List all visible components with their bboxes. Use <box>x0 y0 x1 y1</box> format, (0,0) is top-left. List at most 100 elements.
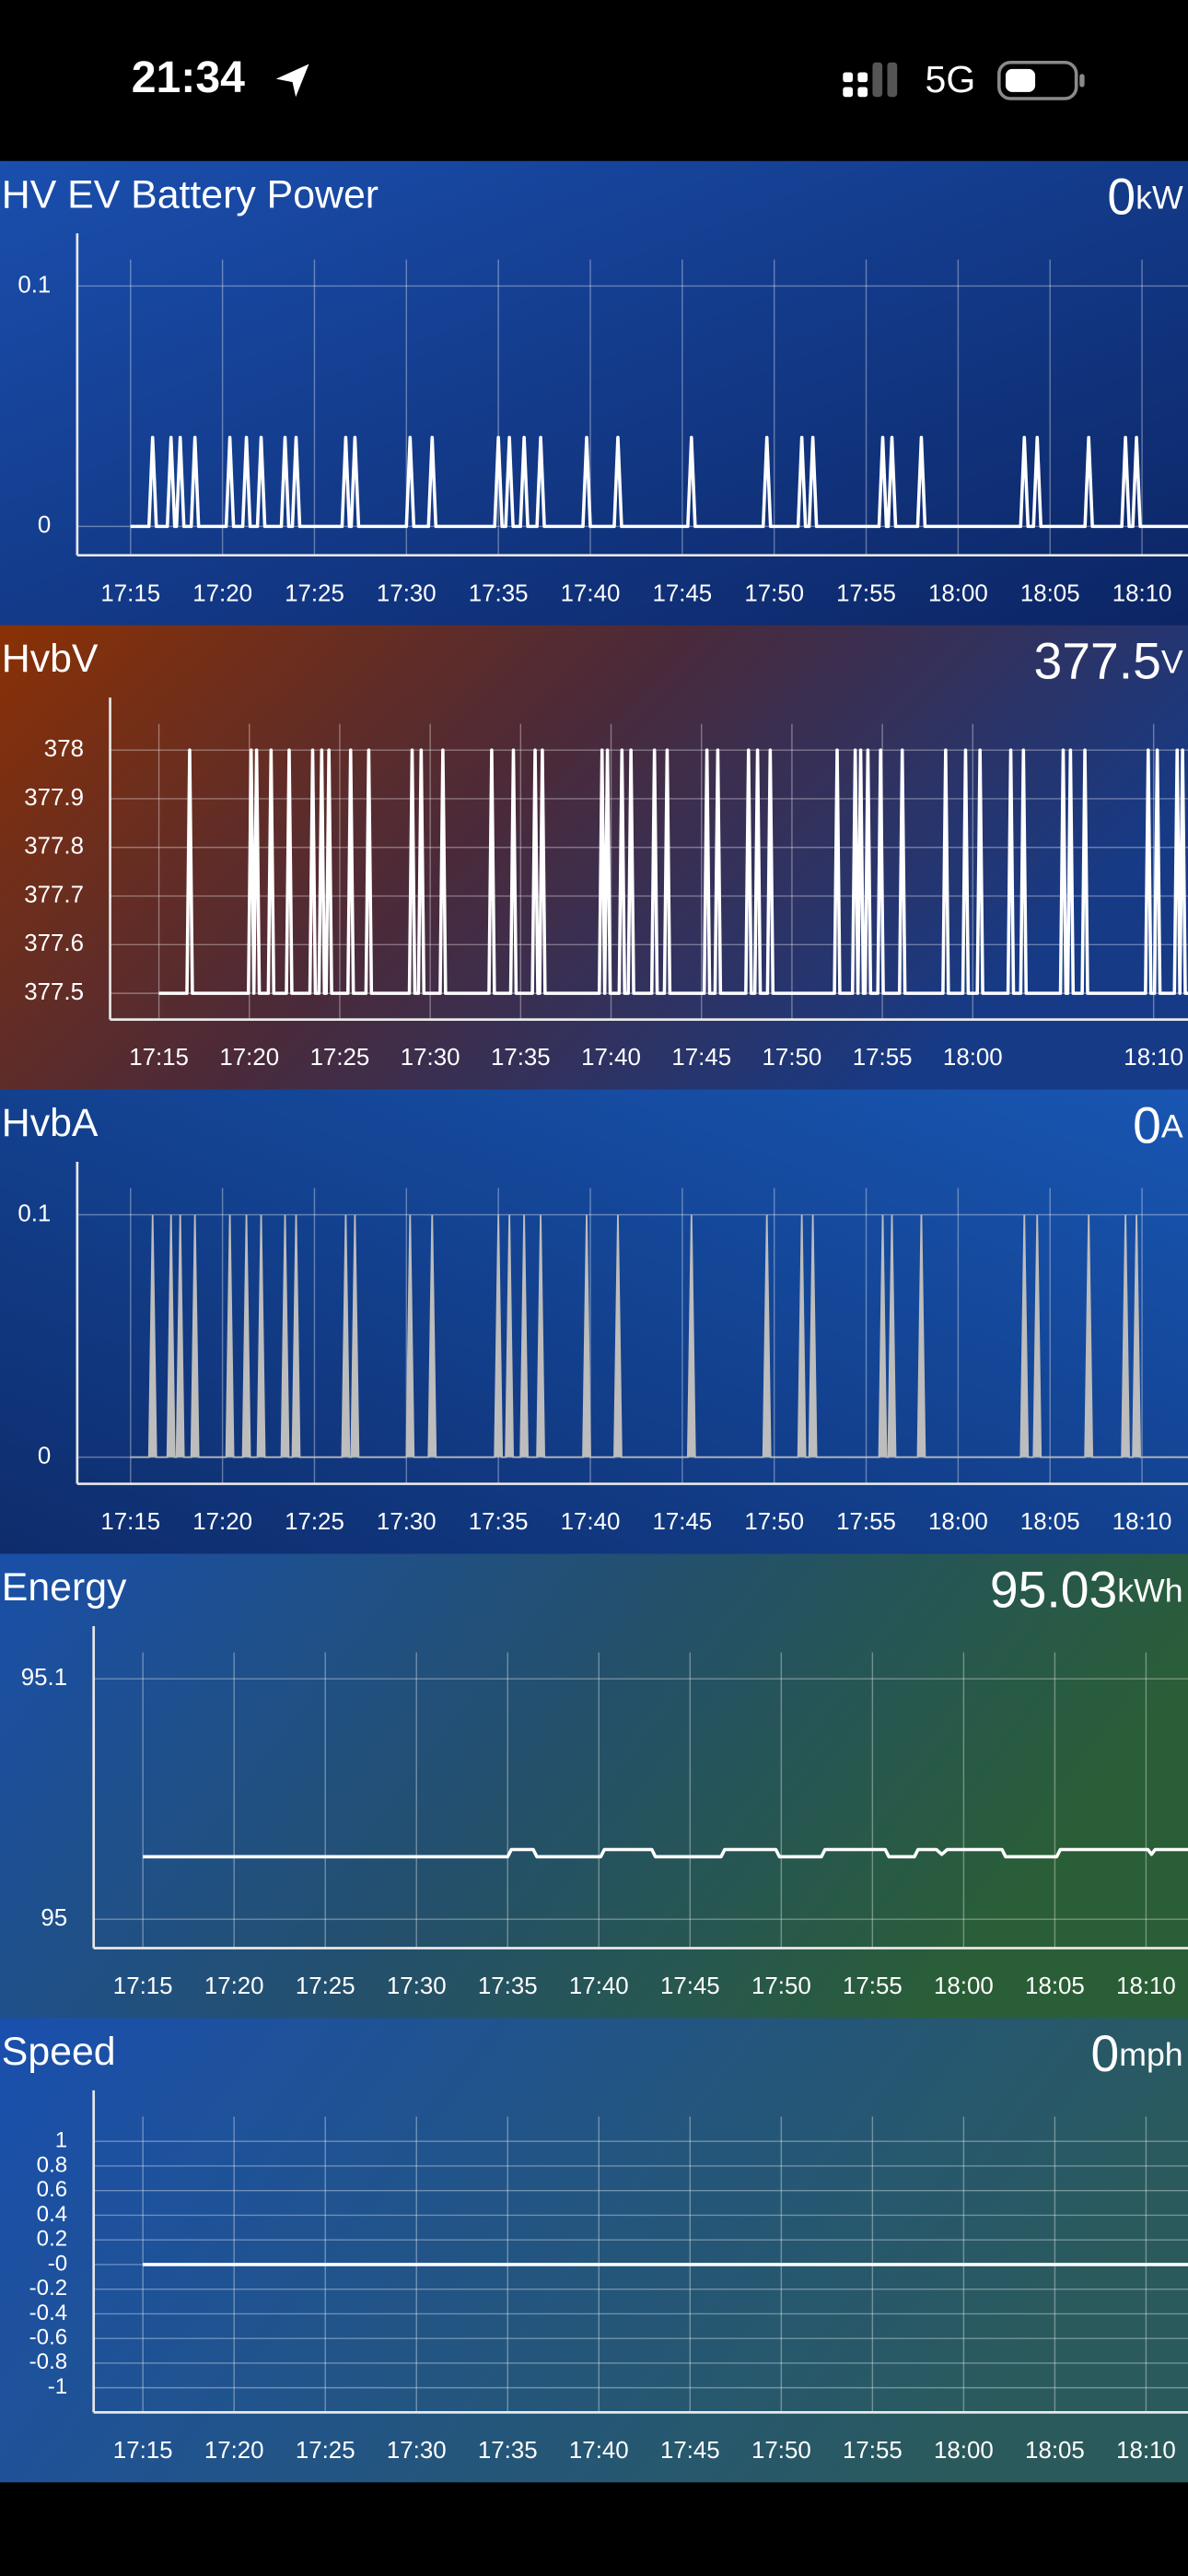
chart-panel: HvbV 377.5V377.5377.6377.7377.8377.937817… <box>0 625 1188 1091</box>
y-tick-label: -0.8 <box>29 2349 67 2374</box>
location-icon <box>275 64 309 98</box>
panel-background <box>0 2018 1188 2484</box>
clock: 21:34 <box>132 53 245 102</box>
current-unit: V <box>1161 644 1183 681</box>
x-tick-label: 17:35 <box>491 1045 551 1071</box>
x-tick-label: 17:40 <box>569 1973 629 1999</box>
x-tick-label: 17:55 <box>843 2438 903 2464</box>
data-line <box>130 436 1188 529</box>
x-tick-label: 17:35 <box>478 1973 538 1999</box>
x-tick-label: 17:30 <box>377 580 437 606</box>
y-tick-label: 95 <box>41 1905 67 1931</box>
chart-title: HvbA <box>2 1101 99 1145</box>
x-tick-label: 17:30 <box>387 1973 447 1999</box>
x-tick-label: 17:55 <box>853 1045 913 1071</box>
current-reading: 377.5V <box>1033 632 1182 689</box>
signal-icon <box>843 62 898 98</box>
x-tick-label: 17:25 <box>296 2438 355 2464</box>
x-tick-label: 17:50 <box>744 1509 804 1535</box>
panel-background <box>0 1089 1188 1555</box>
chart-title: HvbV <box>2 637 99 681</box>
x-tick-label: 17:35 <box>478 2438 538 2464</box>
x-tick-label: 17:15 <box>100 580 160 606</box>
x-tick-label: 17:45 <box>660 1973 720 1999</box>
y-tick-label: 1 <box>55 2128 67 2153</box>
x-tick-label: 17:40 <box>569 2438 629 2464</box>
y-tick-label: 95.1 <box>21 1665 67 1691</box>
x-tick-label: 17:20 <box>204 2438 264 2464</box>
x-tick-label: 17:30 <box>377 1509 437 1535</box>
chart-panel: Energy 95.03kWh 95 95.1 17:15 17:20 17:25 17:30… <box>0 1553 1188 2020</box>
y-tick-label: -0.2 <box>29 2276 67 2301</box>
x-tick-label: 17:25 <box>310 1045 370 1071</box>
x-tick-label: 17:15 <box>129 1045 189 1071</box>
y-tick-label: -0.6 <box>29 2325 67 2350</box>
x-tick-label: 17:15 <box>100 1509 160 1535</box>
current-unit: A <box>1161 1108 1183 1145</box>
y-tick-label: 0.6 <box>37 2177 67 2202</box>
data-area <box>130 1214 1188 1458</box>
x-tick-label: 17:45 <box>652 580 712 606</box>
chart-title: Energy <box>2 1565 127 1610</box>
bottom-bar <box>0 2482 1188 2576</box>
x-tick-label: 17:25 <box>296 1973 355 1999</box>
x-tick-label: 17:50 <box>763 1045 822 1071</box>
y-tick-label: 377.7 <box>24 882 84 907</box>
x-tick-label: 17:45 <box>652 1509 712 1535</box>
x-tick-label: 17:55 <box>843 1973 903 1999</box>
y-tick-label: 0.1 <box>17 272 51 298</box>
y-tick-label: 0.1 <box>17 1200 51 1226</box>
y-tick-label: -0.4 <box>29 2301 67 2325</box>
x-tick-label: 18:05 <box>1020 580 1080 606</box>
x-tick-label: 18:05 <box>1025 1973 1085 1999</box>
x-tick-label: 17:20 <box>204 1973 264 1999</box>
current-reading: 95.03kWh <box>990 1561 1183 1618</box>
data-line <box>158 748 1188 995</box>
x-tick-label: 17:40 <box>581 1045 641 1071</box>
x-tick-label: 18:05 <box>1020 1509 1080 1535</box>
panel-background <box>0 1553 1188 2020</box>
current-reading: 0A <box>1133 1096 1183 1153</box>
y-tick-label: 0.8 <box>37 2152 67 2177</box>
y-tick-label: 377.9 <box>24 785 84 811</box>
x-tick-label: 18:05 <box>1025 2438 1085 2464</box>
y-tick-label: -0 <box>48 2251 67 2276</box>
x-tick-label: 18:10 <box>1112 1509 1172 1535</box>
x-tick-label: 17:50 <box>751 2438 811 2464</box>
x-tick-label: 18:00 <box>934 1973 994 1999</box>
current-value: 95.03 <box>990 1561 1117 1618</box>
x-tick-label: 18:00 <box>934 2438 994 2464</box>
y-tick-label: 0.4 <box>37 2202 67 2227</box>
x-tick-label: 18:10 <box>1124 1045 1183 1071</box>
x-tick-label: 17:20 <box>192 580 252 606</box>
current-reading: 0kW <box>1107 168 1183 225</box>
current-unit: kWh <box>1117 1573 1182 1610</box>
x-tick-label: 17:55 <box>836 1509 896 1535</box>
x-tick-label: 17:45 <box>660 2438 720 2464</box>
x-tick-label: 17:55 <box>836 580 896 606</box>
y-tick-label: 377.5 <box>24 979 84 1005</box>
x-tick-label: 17:30 <box>387 2438 447 2464</box>
current-unit: mph <box>1119 2037 1182 2074</box>
y-tick-label: -1 <box>48 2374 67 2399</box>
x-tick-label: 17:50 <box>751 1973 811 1999</box>
battery-icon <box>997 60 1085 100</box>
x-tick-label: 18:00 <box>943 1045 1003 1071</box>
data-line <box>143 1847 1188 1859</box>
x-tick-label: 17:15 <box>113 1973 173 1999</box>
x-tick-label: 17:40 <box>561 1509 621 1535</box>
y-tick-label: 378 <box>44 736 84 762</box>
x-tick-label: 18:00 <box>928 580 988 606</box>
x-tick-label: 17:20 <box>219 1045 279 1071</box>
x-tick-label: 18:00 <box>928 1509 988 1535</box>
y-tick-label: 377.6 <box>24 931 84 956</box>
x-tick-label: 17:35 <box>469 580 529 606</box>
chart-panel: Speed 0mph 10.80.60.40.2-0-0.2-0.4-0.6-0.8… <box>0 2018 1188 2484</box>
x-tick-label: 17:15 <box>113 2438 173 2464</box>
y-tick-label: 0 <box>38 1443 51 1469</box>
network-label: 5G <box>926 58 976 100</box>
y-tick-label: 0 <box>38 512 51 538</box>
